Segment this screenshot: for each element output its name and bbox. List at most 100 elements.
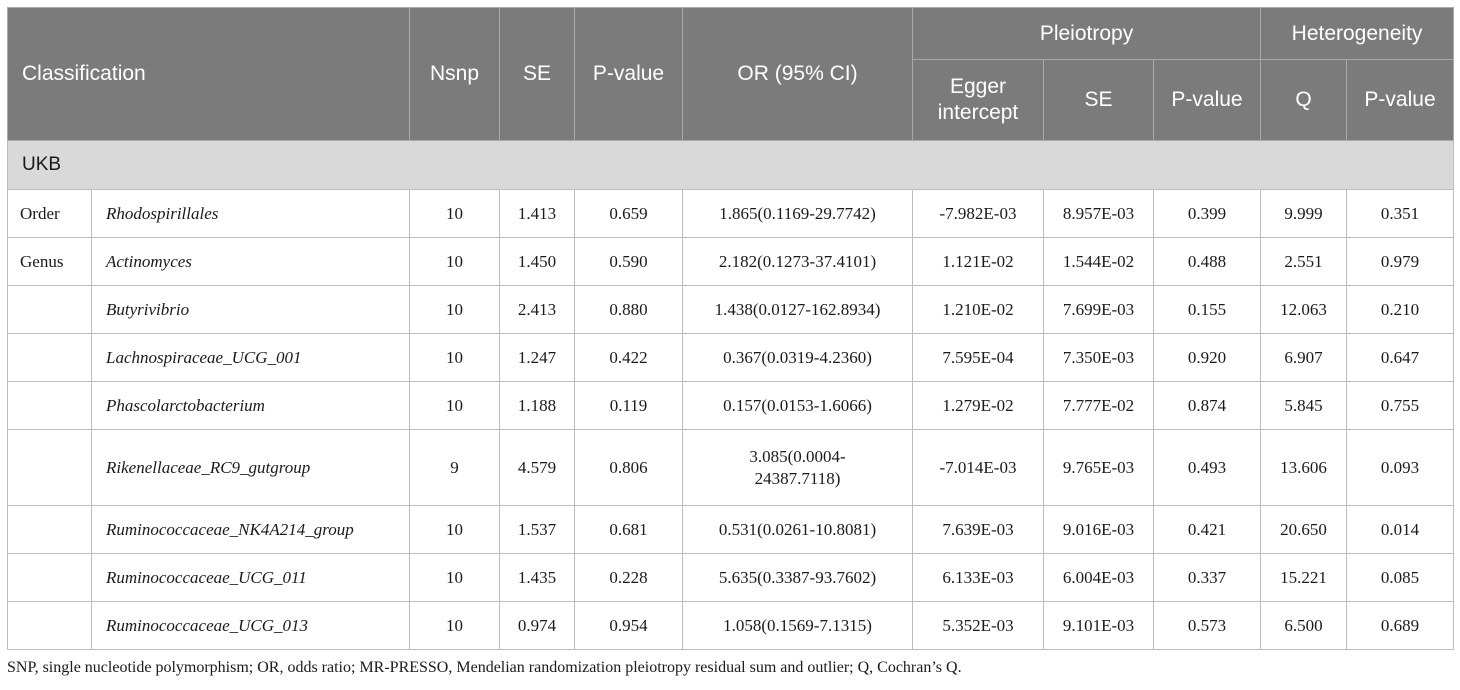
cell-egger-intercept: -7.982E-03	[912, 189, 1044, 238]
cell-q: 6.907	[1260, 333, 1348, 382]
cell-egger-intercept: 1.210E-02	[912, 285, 1044, 334]
cell-se: 1.247	[499, 333, 575, 382]
cell-classification: Genus	[7, 237, 92, 286]
cell-nsnp: 10	[409, 285, 500, 334]
cell-or-ci: 1.058(0.1569-7.1315)	[682, 601, 913, 650]
cell-nsnp: 9	[409, 429, 500, 506]
cell-classification	[7, 429, 92, 506]
header-pleiotropy-se: SE	[1043, 59, 1154, 141]
cell-or-ci: 5.635(0.3387-93.7602)	[682, 553, 913, 602]
cell-taxon: Phascolarctobacterium	[91, 381, 410, 430]
cell-q: 13.606	[1260, 429, 1348, 506]
cell-classification: Order	[7, 189, 92, 238]
cell-or-ci: 3.085(0.0004-24387.7118)	[682, 429, 913, 506]
cell-pleiotropy-pvalue: 0.155	[1152, 285, 1262, 334]
cell-pleiotropy-se: 7.777E-02	[1043, 381, 1154, 430]
cell-heterogeneity-pvalue: 0.755	[1346, 381, 1455, 430]
cell-heterogeneity-pvalue: 0.093	[1346, 429, 1455, 506]
cell-nsnp: 10	[409, 601, 500, 650]
cell-pleiotropy-se: 9.765E-03	[1043, 429, 1154, 506]
cell-q: 2.551	[1260, 237, 1348, 286]
cell-heterogeneity-pvalue: 0.210	[1346, 285, 1455, 334]
cell-or-ci: 0.157(0.0153-1.6066)	[682, 381, 913, 430]
cell-pleiotropy-se: 9.016E-03	[1043, 505, 1154, 554]
cell-pvalue: 0.681	[574, 505, 683, 554]
cell-or-ci: 0.367(0.0319-4.2360)	[682, 333, 913, 382]
cell-pleiotropy-se: 6.004E-03	[1043, 553, 1154, 602]
cell-q: 5.845	[1260, 381, 1348, 430]
cell-pleiotropy-se: 9.101E-03	[1043, 601, 1154, 650]
cell-nsnp: 10	[409, 333, 500, 382]
cell-taxon: Actinomyces	[91, 237, 410, 286]
table-row: Ruminococcaceae_UCG_013 10 0.974 0.954 1…	[7, 601, 1455, 650]
header-pvalue: P-value	[574, 7, 683, 141]
header-heterogeneity: Heterogeneity	[1260, 7, 1455, 60]
table-footnote: SNP, single nucleotide polymorphism; OR,…	[7, 659, 962, 676]
cell-pleiotropy-pvalue: 0.493	[1152, 429, 1262, 506]
cell-heterogeneity-pvalue: 0.647	[1346, 333, 1455, 382]
cell-pleiotropy-pvalue: 0.573	[1152, 601, 1262, 650]
cell-egger-intercept: -7.014E-03	[912, 429, 1044, 506]
cell-pleiotropy-pvalue: 0.421	[1152, 505, 1262, 554]
cell-egger-intercept: 7.639E-03	[912, 505, 1044, 554]
header-heterogeneity-pvalue: P-value	[1346, 59, 1455, 141]
cell-pvalue: 0.119	[574, 381, 683, 430]
cell-egger-intercept: 6.133E-03	[912, 553, 1044, 602]
cell-taxon: Butyrivibrio	[91, 285, 410, 334]
header-pleiotropy-pvalue: P-value	[1152, 59, 1262, 141]
cell-pvalue: 0.228	[574, 553, 683, 602]
header-se: SE	[499, 7, 575, 141]
cell-classification	[7, 333, 92, 382]
cell-nsnp: 10	[409, 553, 500, 602]
cell-pleiotropy-se: 8.957E-03	[1043, 189, 1154, 238]
cell-q: 9.999	[1260, 189, 1348, 238]
cell-pleiotropy-se: 7.699E-03	[1043, 285, 1154, 334]
cell-egger-intercept: 7.595E-04	[912, 333, 1044, 382]
header-q: Q	[1260, 59, 1348, 141]
cell-pleiotropy-pvalue: 0.399	[1152, 189, 1262, 238]
header-egger-intercept: Egger intercept	[912, 59, 1044, 141]
cell-heterogeneity-pvalue: 0.979	[1346, 237, 1455, 286]
cell-taxon: Rhodospirillales	[91, 189, 410, 238]
results-table-container: Classification Nsnp SE P-value OR (95% C…	[6, 7, 1455, 650]
cell-nsnp: 10	[409, 505, 500, 554]
cell-or-ci: 1.438(0.0127-162.8934)	[682, 285, 913, 334]
cell-q: 12.063	[1260, 285, 1348, 334]
cell-heterogeneity-pvalue: 0.014	[1346, 505, 1455, 554]
cell-classification	[7, 285, 92, 334]
header-pleiotropy: Pleiotropy	[911, 7, 1262, 60]
section-row: UKB	[6, 140, 1455, 190]
cell-pvalue: 0.880	[574, 285, 683, 334]
cell-taxon: Lachnospiraceae_UCG_001	[91, 333, 410, 382]
table-row: Ruminococcaceae_NK4A214_group 10 1.537 0…	[7, 505, 1455, 554]
cell-se: 2.413	[499, 285, 575, 334]
cell-se: 4.579	[499, 429, 575, 506]
cell-classification	[7, 553, 92, 602]
cell-pvalue: 0.806	[574, 429, 683, 506]
cell-se: 1.435	[499, 553, 575, 602]
cell-pleiotropy-se: 1.544E-02	[1043, 237, 1154, 286]
results-table: Classification Nsnp SE P-value OR (95% C…	[6, 7, 1455, 650]
cell-taxon: Rikenellaceae_RC9_gutgroup	[91, 429, 410, 506]
table-row: Genus Actinomyces 10 1.450 0.590 2.182(0…	[7, 237, 1455, 286]
table-row: Butyrivibrio 10 2.413 0.880 1.438(0.0127…	[7, 285, 1455, 334]
cell-taxon: Ruminococcaceae_NK4A214_group	[91, 505, 410, 554]
cell-pvalue: 0.422	[574, 333, 683, 382]
cell-egger-intercept: 5.352E-03	[912, 601, 1044, 650]
cell-or-ci: 0.531(0.0261-10.8081)	[682, 505, 913, 554]
cell-or-ci: 1.865(0.1169-29.7742)	[682, 189, 913, 238]
cell-taxon: Ruminococcaceae_UCG_011	[91, 553, 410, 602]
cell-pvalue: 0.590	[574, 237, 683, 286]
cell-taxon: Ruminococcaceae_UCG_013	[91, 601, 410, 650]
cell-pvalue: 0.954	[574, 601, 683, 650]
cell-classification	[7, 381, 92, 430]
header-nsnp: Nsnp	[409, 7, 500, 141]
cell-se: 1.188	[499, 381, 575, 430]
cell-pleiotropy-pvalue: 0.337	[1152, 553, 1262, 602]
cell-nsnp: 10	[409, 381, 500, 430]
cell-egger-intercept: 1.121E-02	[912, 237, 1044, 286]
table-row: Lachnospiraceae_UCG_001 10 1.247 0.422 0…	[7, 333, 1455, 382]
cell-nsnp: 10	[409, 189, 500, 238]
cell-se: 1.537	[499, 505, 575, 554]
header-classification: Classification	[7, 7, 410, 141]
